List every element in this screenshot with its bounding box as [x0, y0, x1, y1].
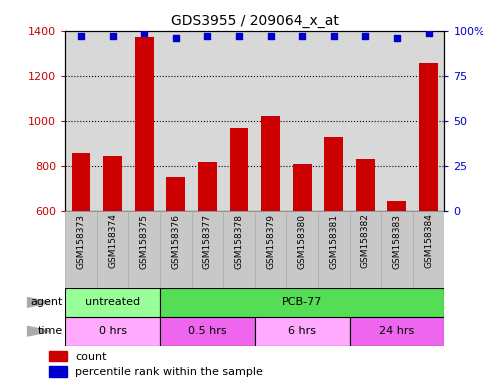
Bar — [381, 211, 413, 288]
Point — [141, 30, 148, 36]
Text: PCB-77: PCB-77 — [282, 297, 322, 308]
Bar — [49, 366, 67, 377]
Bar — [65, 288, 160, 317]
Bar — [71, 152, 90, 211]
Bar — [49, 351, 67, 361]
Point — [393, 35, 401, 41]
Bar — [255, 211, 286, 288]
Point — [109, 33, 116, 39]
Bar — [356, 159, 375, 211]
Bar — [192, 211, 223, 288]
Point — [425, 30, 432, 36]
Bar — [166, 177, 185, 211]
Point — [298, 33, 306, 39]
Text: GSM158376: GSM158376 — [171, 214, 180, 268]
Polygon shape — [28, 326, 51, 336]
Text: GSM158374: GSM158374 — [108, 214, 117, 268]
Text: GSM158381: GSM158381 — [329, 214, 338, 268]
Bar — [97, 211, 128, 288]
Bar — [65, 317, 160, 346]
Text: GSM158375: GSM158375 — [140, 214, 149, 268]
Text: GSM158384: GSM158384 — [424, 214, 433, 268]
Point — [77, 33, 85, 39]
Bar — [350, 317, 444, 346]
Title: GDS3955 / 209064_x_at: GDS3955 / 209064_x_at — [171, 14, 339, 28]
Text: 0 hrs: 0 hrs — [99, 326, 127, 336]
Text: GSM158380: GSM158380 — [298, 214, 307, 268]
Text: GSM158382: GSM158382 — [361, 214, 370, 268]
Text: GSM158373: GSM158373 — [76, 214, 85, 268]
Text: 24 hrs: 24 hrs — [379, 326, 414, 336]
Point — [330, 33, 338, 39]
Bar — [135, 38, 154, 211]
Bar — [387, 201, 407, 211]
Polygon shape — [28, 298, 51, 307]
Bar — [261, 116, 280, 211]
Bar — [160, 317, 255, 346]
Bar — [223, 211, 255, 288]
Text: GSM158383: GSM158383 — [393, 214, 401, 268]
Bar — [419, 63, 438, 211]
Text: GSM158377: GSM158377 — [203, 214, 212, 268]
Bar — [65, 211, 97, 288]
Bar — [286, 211, 318, 288]
Point — [267, 33, 274, 39]
Bar — [229, 128, 248, 211]
Bar — [413, 211, 444, 288]
Bar — [318, 211, 350, 288]
Bar — [293, 164, 312, 211]
Text: 6 hrs: 6 hrs — [288, 326, 316, 336]
Point — [361, 33, 369, 39]
Text: time: time — [38, 326, 63, 336]
Point — [235, 33, 243, 39]
Text: agent: agent — [30, 297, 63, 308]
Text: 0.5 hrs: 0.5 hrs — [188, 326, 227, 336]
Text: GSM158378: GSM158378 — [234, 214, 243, 268]
Bar — [128, 211, 160, 288]
Text: GSM158379: GSM158379 — [266, 214, 275, 268]
Text: percentile rank within the sample: percentile rank within the sample — [75, 367, 263, 377]
Bar — [324, 137, 343, 211]
Bar — [103, 156, 122, 211]
Bar — [160, 211, 192, 288]
Point — [203, 33, 211, 39]
Bar — [350, 211, 381, 288]
Bar — [255, 317, 350, 346]
Bar — [160, 288, 444, 317]
Point — [172, 35, 180, 41]
Text: count: count — [75, 352, 106, 362]
Bar — [198, 162, 217, 211]
Text: untreated: untreated — [85, 297, 140, 308]
